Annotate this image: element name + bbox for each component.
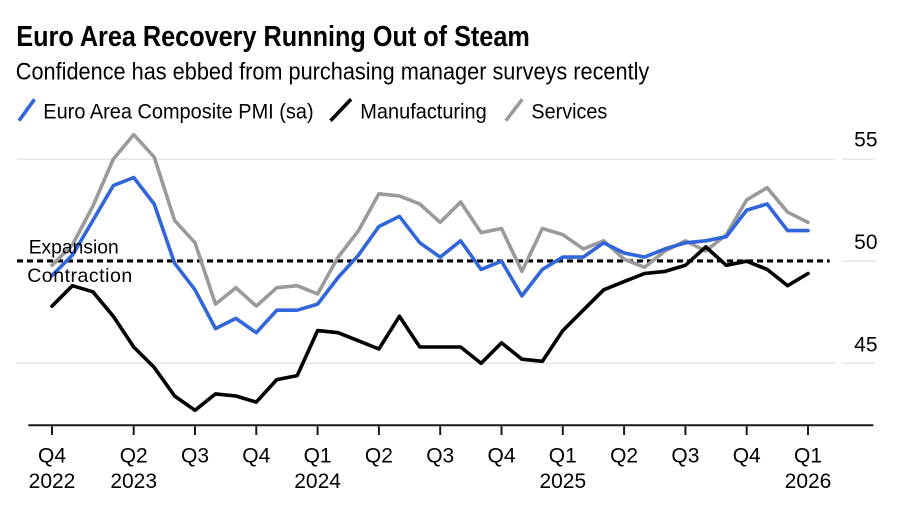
svg-text:Expansion: Expansion: [29, 236, 119, 258]
svg-text:2023: 2023: [110, 470, 157, 493]
svg-text:Q4: Q4: [38, 444, 66, 467]
svg-text:Q1: Q1: [794, 444, 822, 467]
svg-text:Q1: Q1: [304, 444, 332, 467]
svg-text:55: 55: [854, 128, 877, 151]
svg-text:Q2: Q2: [365, 444, 393, 467]
svg-text:Q3: Q3: [426, 444, 454, 467]
svg-text:Q3: Q3: [671, 444, 699, 467]
svg-text:Manufacturing: Manufacturing: [360, 101, 486, 124]
svg-text:Confidence has ebbed from purc: Confidence has ebbed from purchasing man…: [16, 59, 650, 86]
svg-text:Q3: Q3: [181, 444, 209, 467]
svg-text:Euro Area Composite PMI (sa): Euro Area Composite PMI (sa): [43, 101, 313, 124]
svg-text:Q1: Q1: [549, 444, 577, 467]
svg-text:Contraction: Contraction: [27, 265, 132, 287]
svg-text:Services: Services: [531, 101, 607, 124]
svg-text:Q2: Q2: [120, 444, 148, 467]
svg-text:45: 45: [854, 333, 877, 356]
svg-text:Q4: Q4: [242, 444, 270, 467]
svg-text:Euro Area Recovery Running Out: Euro Area Recovery Running Out of Steam: [16, 21, 530, 53]
svg-text:2026: 2026: [785, 470, 832, 493]
svg-text:Q4: Q4: [487, 444, 515, 467]
svg-text:Q4: Q4: [733, 444, 761, 467]
svg-text:2022: 2022: [29, 470, 76, 493]
svg-text:Q2: Q2: [610, 444, 638, 467]
svg-text:50: 50: [854, 231, 877, 254]
svg-text:2025: 2025: [539, 470, 586, 493]
svg-text:2024: 2024: [294, 470, 341, 493]
